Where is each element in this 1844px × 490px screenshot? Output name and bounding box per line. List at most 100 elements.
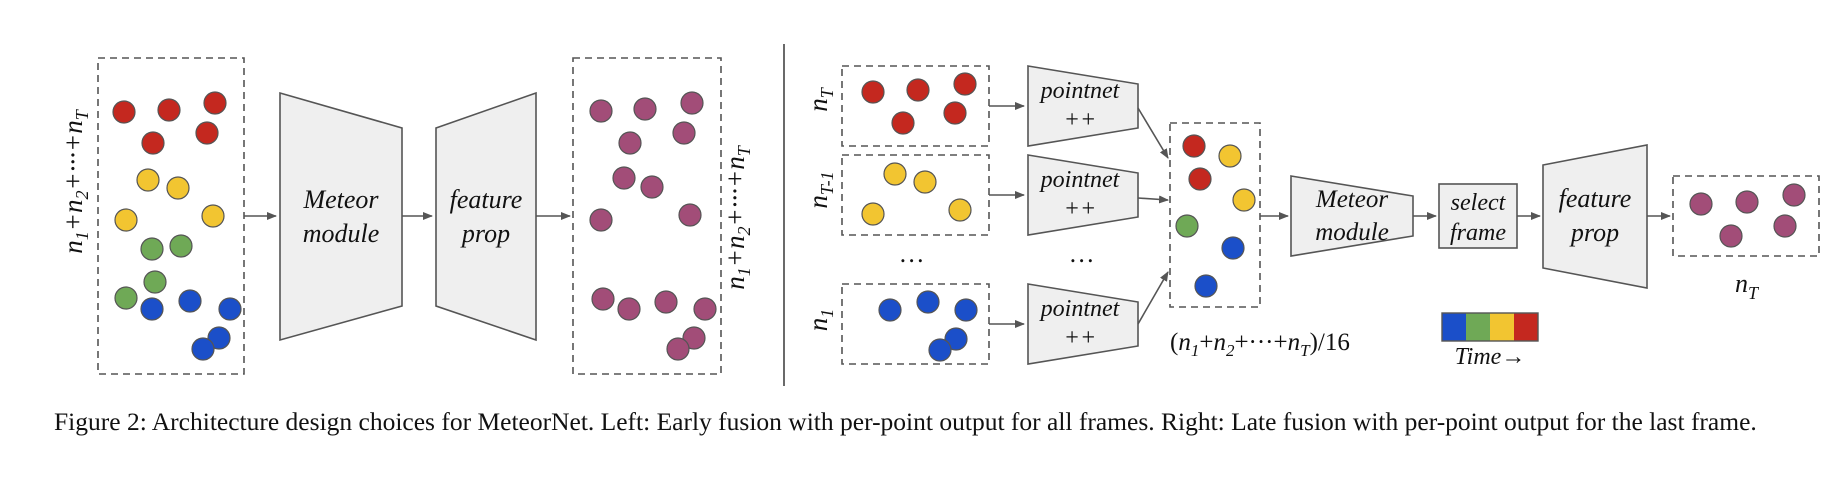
downsampled-count-label: (n1+n2+···+nT)/16 (1170, 329, 1350, 360)
left-output-count-label: n1+n2+···+nT (720, 144, 754, 289)
right-meteor-module-block (1290, 175, 1414, 257)
point-red (943, 101, 967, 125)
figure-caption: Figure 2: Architecture design choices fo… (54, 407, 1757, 436)
left-input-points (112, 91, 242, 361)
point-purple (678, 203, 702, 227)
right-output-count-label: nT (1735, 269, 1760, 303)
point-blue (191, 337, 215, 361)
point-purple (591, 287, 615, 311)
time-swatch-yellow (1490, 313, 1514, 341)
point-blue (878, 298, 902, 322)
point-red (141, 131, 165, 155)
right-output-point-cloud-box (1672, 175, 1820, 257)
point-green (140, 237, 164, 261)
left-meteor-module-label-line2: module (303, 219, 380, 248)
point-red (157, 98, 181, 122)
left-early-fusion-panel: n1+n2+···+nT Meteor module (58, 57, 754, 375)
right-meteor-module-label-line2: module (1315, 219, 1389, 246)
point-yellow (1218, 144, 1242, 168)
pointnet-label-line2: ++ (1064, 107, 1096, 133)
point-purple (1689, 192, 1713, 216)
point-purple (1782, 183, 1806, 207)
right-feature-prop-block (1542, 144, 1648, 289)
right-feature-prop-label-line2: prop (1569, 218, 1619, 247)
point-purple (1773, 214, 1797, 238)
point-purple (672, 121, 696, 145)
point-blue (944, 327, 968, 351)
point-purple (654, 290, 678, 314)
point-blue (916, 290, 940, 314)
right-meteor-module-label-line1: Meteor (1315, 186, 1388, 213)
point-purple (682, 326, 706, 350)
point-purple (640, 175, 664, 199)
left-output-point-cloud-box (572, 57, 722, 375)
point-purple (680, 91, 704, 115)
frame-n1-box (841, 283, 990, 365)
point-blue (954, 298, 978, 322)
point-yellow (861, 202, 885, 226)
point-green (169, 234, 193, 258)
right-feature-prop-label-line1: feature (1559, 184, 1632, 213)
arrow (1137, 195, 1169, 204)
architecture-diagram: n1+n2+···+nT Meteor module (58, 44, 1820, 386)
point-purple (693, 297, 717, 321)
point-red (891, 111, 915, 135)
point-red (953, 72, 977, 96)
point-red (1188, 167, 1212, 191)
time-legend-frame (1441, 312, 1539, 342)
point-purple (612, 166, 636, 190)
point-red (195, 121, 219, 145)
pointnet-label-line1: pointnet (1039, 296, 1121, 322)
frames-ellipsis: … (900, 239, 923, 268)
point-yellow (136, 168, 160, 192)
point-purple (618, 131, 642, 155)
select-frame-label-line1: select (1451, 190, 1507, 216)
point-red (906, 78, 930, 102)
point-purple (617, 297, 641, 321)
point-yellow (166, 176, 190, 200)
select-frame-label-line2: frame (1450, 220, 1506, 246)
time-axis-label: Time→ (1455, 344, 1526, 370)
left-meteor-module-label-line1: Meteor (302, 185, 379, 214)
point-purple (1719, 224, 1743, 248)
point-yellow (883, 162, 907, 186)
frame-nT-1-box (841, 154, 990, 236)
point-red (1182, 134, 1206, 158)
left-output-points (589, 91, 717, 361)
arrow (1137, 107, 1169, 159)
right-late-fusion-panel: nT nT-1 n1 … pointnet ++ pointnet (803, 65, 1820, 370)
left-input-count-label: n1+n2+···+nT (58, 108, 92, 253)
point-purple (1735, 190, 1759, 214)
point-blue (1194, 274, 1218, 298)
pointnet-label-line1: pointnet (1039, 167, 1121, 193)
point-purple (589, 99, 613, 123)
downsampled-features-box (1169, 122, 1261, 308)
time-swatch-red (1514, 313, 1538, 341)
point-red (861, 80, 885, 104)
point-red (203, 91, 227, 115)
time-swatch-blue (1442, 313, 1466, 341)
point-blue (218, 297, 242, 321)
frame-label-n1: n1 (803, 309, 837, 332)
pointnet-block-nT (1027, 65, 1139, 147)
point-blue (928, 338, 952, 362)
point-green (114, 286, 138, 310)
pointnet-block-n1 (1027, 283, 1139, 365)
frame-label-nT-1: nT-1 (803, 171, 837, 208)
time-swatch-green (1466, 313, 1490, 341)
left-feature-prop-block (435, 91, 537, 342)
frame-label-nT: nT (803, 86, 837, 112)
pointnet-ellipsis: … (1070, 239, 1093, 268)
point-yellow (913, 170, 937, 194)
point-yellow (114, 208, 138, 232)
time-color-legend: Time→ (1441, 312, 1539, 370)
point-green (1175, 214, 1199, 238)
point-yellow (1232, 188, 1256, 212)
left-feature-prop-label-line1: feature (450, 185, 523, 214)
arrow (1137, 271, 1169, 325)
point-red (112, 100, 136, 124)
point-yellow (948, 198, 972, 222)
pointnet-label-line1: pointnet (1039, 78, 1121, 104)
point-blue (207, 326, 231, 350)
point-yellow (201, 204, 225, 228)
